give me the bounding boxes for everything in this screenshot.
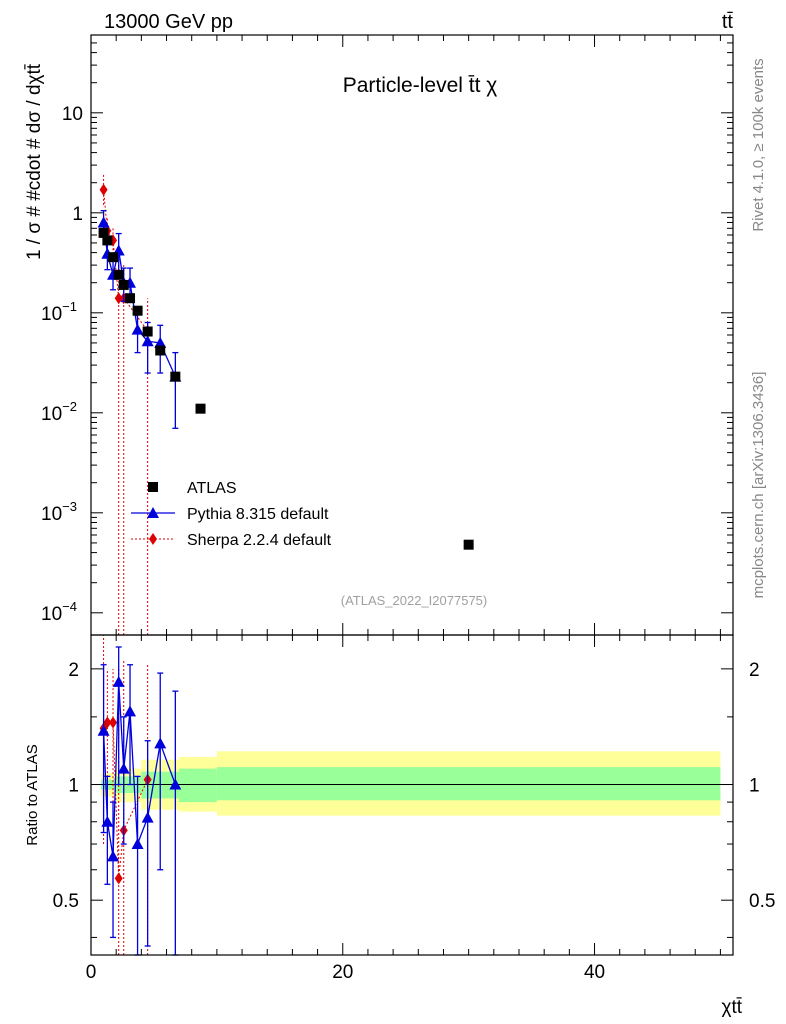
pythia-ratio-point — [117, 762, 130, 774]
pythia-ratio-point — [112, 675, 125, 687]
pythia-point — [154, 336, 167, 348]
sherpa-ratio-point — [114, 872, 123, 885]
legend-label: Pythia 8.315 default — [187, 506, 329, 523]
y-tick-label: 10−2 — [41, 399, 77, 425]
x-tick-label: 40 — [584, 962, 605, 983]
y-tick-label: 10−3 — [41, 499, 77, 525]
rivet-label: Rivet 4.1.0, ≥ 100k events — [750, 58, 767, 231]
pythia-ratio-line — [102, 681, 176, 857]
pythia-ratio-point — [131, 838, 144, 850]
y-axis-title: 1 / σ # #cdot # dσ / dχtt̄ — [24, 63, 45, 260]
ratio-tick-label: 0.5 — [53, 891, 79, 912]
sherpa-ratio-point — [109, 716, 118, 729]
ratio-tick-label: 1 — [68, 776, 79, 797]
mcplots-label: mcplots.cern.ch [arXiv:1306.3436] — [750, 372, 767, 599]
ratio-plot-frame — [90, 634, 734, 956]
ratio-tick-label-right: 0.5 — [749, 891, 775, 912]
band-inner — [216, 767, 721, 801]
pythia-ratio-point — [124, 705, 137, 717]
process-label: tt̄ — [722, 11, 734, 33]
atlas-point — [102, 235, 113, 246]
pythia-point — [131, 323, 144, 335]
sherpa-point — [114, 292, 123, 305]
atlas-point — [463, 539, 474, 550]
atlas-point — [195, 403, 206, 414]
sherpa-point — [99, 183, 108, 196]
y-tick-label: 10−4 — [41, 599, 77, 625]
legend-label: ATLAS — [187, 480, 237, 497]
analysis-label: (ATLAS_2022_I2077575) — [341, 593, 487, 608]
atlas-point — [170, 371, 181, 382]
atlas-point — [108, 252, 119, 263]
ratio-tick-label-right: 1 — [749, 776, 760, 797]
plot-title: Particle-level t̄t χ — [343, 74, 498, 97]
ratio-axis-title: Ratio to ATLAS — [24, 744, 41, 845]
legend-marker — [148, 482, 158, 492]
pythia-ratio-point — [169, 778, 182, 790]
sherpa-ratio-point — [103, 716, 112, 729]
pythia-ratio-point — [154, 737, 167, 749]
legend-marker — [147, 507, 159, 518]
pythia-ratio-point — [97, 724, 110, 736]
atlas-point — [98, 227, 109, 238]
data-marks — [97, 174, 474, 956]
pythia-point — [97, 216, 110, 228]
y-tick-label: 10 — [62, 104, 83, 125]
ratio-tick-label-right: 2 — [749, 660, 760, 681]
legend: ATLAS Pythia 8.315 default Sherpa 2.2.4 de… — [131, 480, 332, 549]
y-tick-label: 1 — [72, 204, 83, 225]
atlas-point — [125, 293, 136, 304]
sherpa-line — [103, 189, 149, 332]
legend-marker — [149, 533, 157, 545]
x-tick-label: 0 — [86, 962, 97, 983]
atlas-point — [118, 279, 129, 290]
band-inner — [179, 768, 217, 803]
ratio-uncertainty-bands — [101, 751, 721, 816]
y-tick-label: 10−1 — [41, 299, 77, 325]
legend-label: Sherpa 2.2.4 default — [187, 532, 332, 549]
atlas-point — [113, 269, 124, 280]
pythia-ratio-point — [101, 815, 114, 827]
pythia-point — [141, 335, 154, 347]
atlas-point — [142, 326, 153, 337]
atlas-point — [132, 305, 143, 316]
atlas-point — [155, 345, 166, 356]
energy-label: 13000 GeV pp — [104, 11, 233, 33]
pythia-ratio-point — [107, 850, 120, 862]
pythia-ratio-point — [141, 811, 154, 823]
x-axis-title: χtt̄ — [721, 997, 742, 1018]
ratio-tick-label: 2 — [68, 660, 79, 681]
x-tick-label: 20 — [332, 962, 353, 983]
